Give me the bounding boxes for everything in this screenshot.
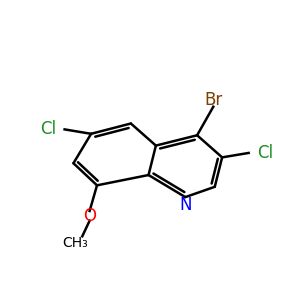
Text: O: O [83, 207, 96, 225]
Text: Cl: Cl [257, 144, 274, 162]
Text: CH₃: CH₃ [62, 236, 88, 250]
Text: N: N [179, 196, 192, 214]
Text: Br: Br [204, 91, 222, 109]
Text: Cl: Cl [40, 120, 56, 138]
